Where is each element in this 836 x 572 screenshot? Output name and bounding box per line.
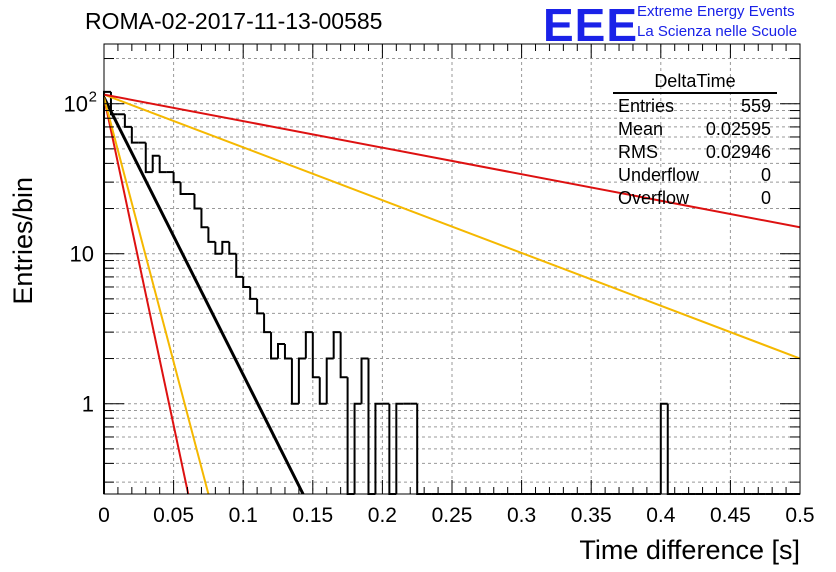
eee-logo: EEE xyxy=(543,0,639,51)
stats-value: 0.02946 xyxy=(705,142,771,162)
histogram-bin xyxy=(297,357,306,404)
fit-curve xyxy=(104,93,800,229)
histogram-bin xyxy=(318,377,327,405)
y-tick-exponent: 2 xyxy=(89,89,97,106)
x-axis-label: Time difference [s] xyxy=(579,535,800,565)
axis-ticks xyxy=(103,44,801,494)
stats-label: Mean xyxy=(618,119,664,139)
stats-row-entries: Entries 559 xyxy=(613,95,777,118)
histogram-bin xyxy=(103,90,111,494)
x-tick-label: 0.2 xyxy=(368,504,397,527)
histogram-bin xyxy=(221,240,230,254)
stats-label: Entries xyxy=(618,96,675,116)
histogram-bin xyxy=(123,114,132,128)
stats-row-underflow: Underflow 0 xyxy=(613,164,777,187)
histogram-bin xyxy=(207,227,216,243)
histogram-bin xyxy=(360,357,369,404)
histogram-bin xyxy=(151,154,160,173)
histogram-bin xyxy=(277,343,285,359)
x-tick-label: 0.25 xyxy=(432,504,473,527)
fit-curve xyxy=(104,93,800,360)
stats-value: 0 xyxy=(760,188,771,208)
histogram-bin xyxy=(395,402,404,494)
stats-value: 0.02595 xyxy=(705,119,771,139)
x-tick-label: 0 xyxy=(98,504,110,527)
histogram-bin xyxy=(659,402,668,494)
logo-subtitle-line1: Extreme Energy Events xyxy=(637,3,795,20)
x-tick-label: 0.35 xyxy=(571,504,612,527)
histogram-bin xyxy=(214,241,223,255)
stats-row-rms: RMS 0.02946 xyxy=(613,141,777,164)
histogram-bin xyxy=(304,331,313,359)
histogram-bin xyxy=(339,332,348,379)
histogram-bin xyxy=(374,402,383,494)
histogram-bin xyxy=(263,313,272,334)
histogram-bin xyxy=(311,332,320,379)
x-tick-labels: 0 0.05 0.1 0.15 0.2 0.25 0.3 0.35 0.4 0.45 0.5 xyxy=(98,504,814,527)
logo-subtitle-line2: La Scienza nelle Scuole xyxy=(637,23,798,40)
histogram-bin xyxy=(290,358,299,405)
histogram-bin xyxy=(235,253,244,278)
fit-curves xyxy=(104,93,800,494)
x-tick-label: 0.15 xyxy=(292,504,333,527)
histogram-bin xyxy=(256,298,265,315)
histogram-bin xyxy=(367,358,376,495)
x-tick-label: 0.5 xyxy=(785,504,814,527)
x-tick-label: 0.3 xyxy=(507,504,536,527)
histogram-bin xyxy=(353,402,362,494)
histogram-bin xyxy=(200,208,209,229)
stats-row-overflow: Overflow 0 xyxy=(613,187,777,210)
histogram-bin xyxy=(346,377,355,495)
stats-divider xyxy=(613,92,777,94)
histogram-bin xyxy=(242,276,251,288)
histogram-bin xyxy=(332,331,341,359)
histogram-bin xyxy=(158,155,167,174)
grid-lines xyxy=(104,44,800,494)
stats-label: Underflow xyxy=(618,165,700,185)
stats-box: DeltaTime Entries 559 Mean 0.02595 RMS 0… xyxy=(613,70,777,210)
stats-title: DeltaTime xyxy=(654,71,736,91)
histogram-bin xyxy=(325,357,334,404)
y-tick-label: 10 xyxy=(70,242,94,267)
y-tick-label: 1 xyxy=(82,392,94,417)
stats-value: 0 xyxy=(760,165,771,185)
fit-curve xyxy=(104,96,305,494)
x-tick-label: 0.1 xyxy=(229,504,258,527)
stats-label: RMS xyxy=(618,142,658,162)
histogram-bin xyxy=(228,241,237,255)
y-tick-label: 10 xyxy=(64,92,88,117)
x-tick-label: 0.4 xyxy=(646,504,676,527)
histogram-bin xyxy=(270,332,278,360)
fit-curve xyxy=(104,97,190,494)
y-axis-label: Entries/bin xyxy=(8,177,38,305)
x-tick-label: 0.05 xyxy=(153,504,194,527)
stats-label: Overflow xyxy=(618,188,690,208)
x-tick-label: 0.45 xyxy=(710,504,751,527)
fit-curve xyxy=(104,97,210,494)
histogram-bin xyxy=(249,286,258,300)
chart-title: ROMA-02-2017-11-13-00585 xyxy=(85,8,383,34)
stats-value: 559 xyxy=(740,96,771,116)
histogram-bin xyxy=(193,194,202,210)
histogram-bin xyxy=(144,142,153,174)
histogram-bin xyxy=(130,126,139,144)
stats-row-mean: Mean 0.02595 xyxy=(613,118,777,141)
histogram-bin xyxy=(172,172,181,184)
histogram-bin xyxy=(179,182,188,195)
histogram-bin xyxy=(283,344,292,360)
